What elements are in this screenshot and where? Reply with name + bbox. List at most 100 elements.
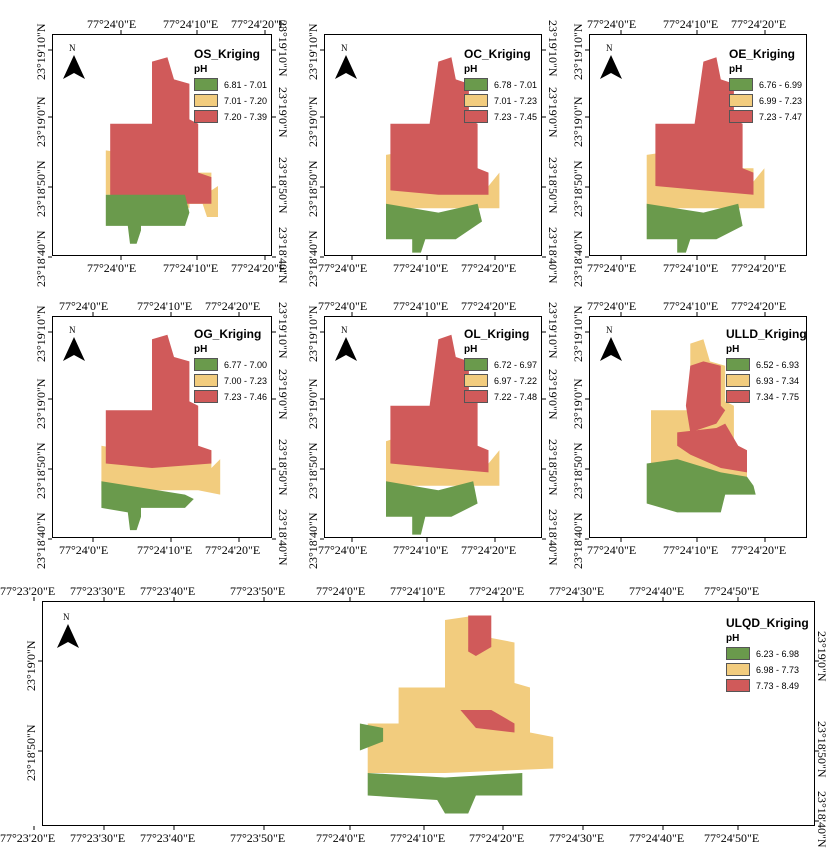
legend-swatch <box>464 94 488 107</box>
legend-oc: OC_Kriging pH 6.78 - 7.01 7.01 - 7.23 7.23 -… <box>464 47 537 123</box>
longitude-tick-bottom: 77°23'40"E <box>140 831 196 845</box>
latitude-tick-right: 23°18'40"N <box>276 509 290 566</box>
longitude-tick-top: 77°24'0"E <box>59 299 109 313</box>
ph-zone-low <box>646 459 756 513</box>
legend-title: OS_Kriging <box>194 47 261 61</box>
latitude-tick-left: 23°18'50"N <box>34 442 48 499</box>
longitude-tick-top: 77°24'20"E <box>231 17 287 31</box>
latitude-tick-right: 23°18'50"N <box>276 439 290 496</box>
longitude-tick-top: 77°24'10"E <box>390 584 446 598</box>
map-frame: N OE_Kriging pH 6.76 - 6.99 6.99 - 7.23 7.23 … <box>589 34 807 256</box>
legend-row: 6.78 - 7.01 <box>464 78 537 91</box>
latitude-tick-right: 23°19'0"N <box>546 369 560 420</box>
legend-swatch <box>194 358 218 371</box>
longitude-tick-top: 77°24'20"E <box>731 17 787 31</box>
legend-title: OE_Kriging <box>729 47 796 61</box>
legend-oe: OE_Kriging pH 6.76 - 6.99 6.99 - 7.23 7.23 -… <box>729 47 802 123</box>
legend-label: 7.23 - 7.47 <box>759 111 803 122</box>
legend-label: 7.73 - 8.49 <box>756 680 800 691</box>
legend-swatch <box>726 663 750 676</box>
latitude-tick-left: 23°18'40"N <box>571 230 585 287</box>
legend-label: 6.93 - 7.34 <box>756 375 800 386</box>
latitude-tick-left: 23°19'0"N <box>34 96 48 147</box>
longitude-tick-bottom: 77°24'0"E <box>87 261 137 275</box>
north-label: N <box>69 325 76 335</box>
latitude-tick-left: 23°18'40"N <box>306 230 320 287</box>
longitude-tick-top: 77°23'20"E <box>0 584 56 598</box>
legend-swatch <box>729 78 753 91</box>
legend-unit: pH <box>729 64 743 75</box>
study-area-map <box>646 339 756 513</box>
ph-zone-low <box>646 203 743 253</box>
ph-zone-high <box>390 57 489 195</box>
longitude-tick-bottom: 77°24'0"E <box>587 543 637 557</box>
legend-label: 6.99 - 7.23 <box>759 95 803 106</box>
latitude-tick-right: 23°19'0"N <box>546 87 560 138</box>
latitude-tick-left: 23°18'50"N <box>306 442 320 499</box>
ph-zone-high <box>468 615 492 656</box>
legend-ulld: ULLD_Kriging pH 6.52 - 6.93 6.93 - 7.34 7.34… <box>726 327 806 403</box>
legend-title: OC_Kriging <box>464 47 531 61</box>
ph-zone-high <box>105 334 212 468</box>
latitude-tick-right: 23°19'10"N <box>276 302 290 359</box>
longitude-tick-top: 77°24'20"E <box>205 299 261 313</box>
study-area-map <box>105 57 218 244</box>
longitude-tick-top: 77°24'20"E <box>731 299 787 313</box>
latitude-tick-right: 23°18'40"N <box>815 791 829 848</box>
legend-swatch <box>464 358 488 371</box>
legend-swatch <box>194 110 218 123</box>
longitude-tick-top: 77°24'40"E <box>629 584 685 598</box>
latitude-tick-left: 23°19'10"N <box>571 23 585 80</box>
ph-zone-mid <box>367 615 554 773</box>
longitude-tick-top: 77°24'10"E <box>663 299 719 313</box>
ph-zone-high <box>685 361 726 433</box>
latitude-tick-left: 23°19'10"N <box>34 305 48 362</box>
study-area-map <box>101 334 221 531</box>
map-frame: N OS_Kriging pH 6.81 - 7.01 7.01 - 7.20 7.20 … <box>52 34 272 256</box>
latitude-tick-left: 23°19'0"N <box>24 640 38 691</box>
legend-label: 7.20 - 7.39 <box>224 111 268 122</box>
legend-row: 6.52 - 6.93 <box>726 358 806 371</box>
legend-label: 7.23 - 7.45 <box>494 111 538 122</box>
ph-zone-high <box>110 57 212 204</box>
north-label: N <box>606 43 613 53</box>
longitude-tick-top: 77°24'10"E <box>163 17 219 31</box>
latitude-tick-right: 23°18'40"N <box>546 509 560 566</box>
legend-swatch <box>726 679 750 692</box>
latitude-tick-left: 23°18'50"N <box>24 724 38 781</box>
latitude-tick-right: 23°19'0"N <box>815 631 829 682</box>
north-label: N <box>63 612 70 622</box>
longitude-tick-bottom: 77°23'50"E <box>230 831 286 845</box>
latitude-tick-left: 23°19'10"N <box>571 305 585 362</box>
legend-row: 6.81 - 7.01 <box>194 78 267 91</box>
longitude-tick-bottom: 77°24'20"E <box>231 261 287 275</box>
legend-row: 7.20 - 7.39 <box>194 110 267 123</box>
longitude-tick-bottom: 77°24'50"E <box>704 831 760 845</box>
latitude-tick-left: 23°19'0"N <box>306 378 320 429</box>
study-area-map <box>646 57 765 253</box>
legend-title: OG_Kriging <box>194 327 262 341</box>
legend-row: 7.23 - 7.45 <box>464 110 537 123</box>
longitude-tick-top: 77°24'10"E <box>393 299 449 313</box>
legend-unit: pH <box>726 344 740 355</box>
legend-label: 7.34 - 7.75 <box>756 391 800 402</box>
legend-row: 6.23 - 6.98 <box>726 647 809 660</box>
longitude-tick-top: 77°24'30"E <box>549 584 605 598</box>
longitude-tick-bottom: 77°24'0"E <box>318 543 368 557</box>
longitude-tick-bottom: 77°24'10"E <box>663 261 719 275</box>
longitude-tick-bottom: 77°23'30"E <box>70 831 126 845</box>
legend-label: 6.78 - 7.01 <box>494 79 538 90</box>
longitude-tick-top: 77°24'20"E <box>469 584 525 598</box>
ph-zone-low <box>105 194 190 244</box>
map-frame: N OL_Kriging pH 6.72 - 6.97 6.97 - 7.22 7.22 … <box>324 316 542 538</box>
map-frame: N OG_Kriging pH 6.77 - 7.00 7.00 - 7.23 7.23 … <box>52 316 272 538</box>
longitude-tick-bottom: 77°24'40"E <box>629 831 685 845</box>
longitude-tick-bottom: 77°24'0"E <box>316 831 366 845</box>
legend-label: 6.23 - 6.98 <box>756 648 800 659</box>
north-label: N <box>69 43 76 53</box>
longitude-tick-top: 77°23'30"E <box>70 584 126 598</box>
legend-swatch <box>464 374 488 387</box>
legend-row: 7.34 - 7.75 <box>726 390 806 403</box>
legend-row: 6.93 - 7.34 <box>726 374 806 387</box>
latitude-tick-left: 23°18'50"N <box>34 160 48 217</box>
